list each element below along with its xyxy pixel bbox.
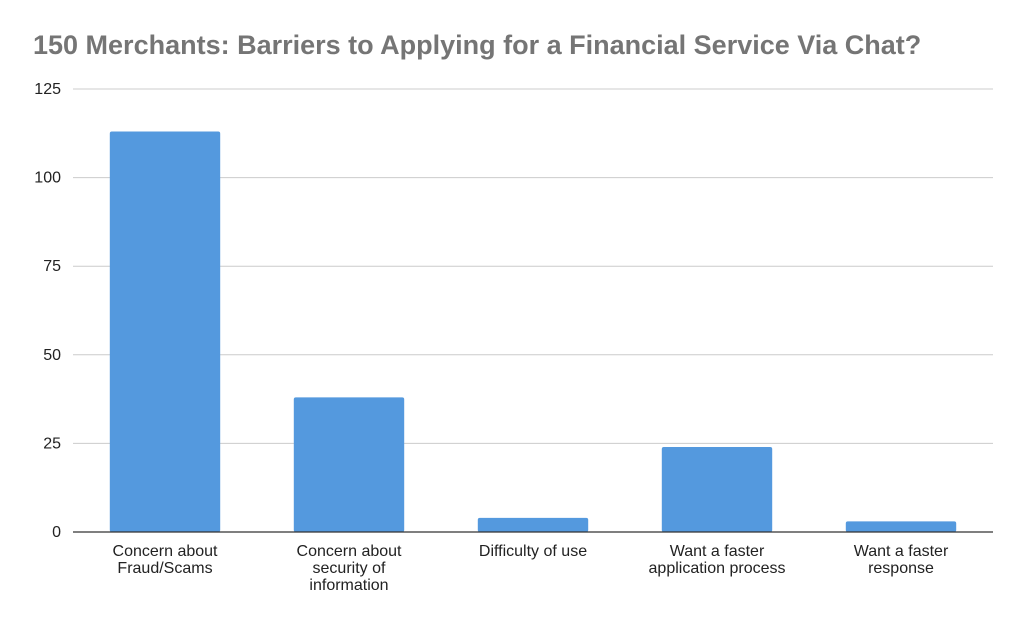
x-category-label-1: Concern about Fraud/Scams bbox=[113, 543, 219, 577]
bar-2 bbox=[293, 397, 405, 532]
y-tick-label-50: 50 bbox=[43, 347, 61, 364]
y-tick-label-125: 125 bbox=[34, 81, 61, 98]
gridlines bbox=[73, 88, 993, 444]
x-category-label-2: Concern about security of information bbox=[297, 543, 403, 594]
y-tick-label-25: 25 bbox=[43, 435, 61, 452]
chart-title: 150 Merchants: Barriers to Applying for … bbox=[33, 30, 922, 60]
bars bbox=[109, 131, 957, 532]
bar-5 bbox=[845, 521, 957, 532]
x-category-label-3: Difficulty of use bbox=[479, 543, 587, 560]
bar-4 bbox=[661, 446, 773, 532]
y-tick-label-100: 100 bbox=[34, 170, 61, 187]
y-tick-label-0: 0 bbox=[52, 524, 61, 541]
y-axis-tick-labels: 0 25 50 75 100 125 bbox=[34, 81, 61, 541]
x-axis-category-labels: Concern about Fraud/Scams Concern about sec… bbox=[113, 543, 949, 594]
x-category-label-5: Want a faster response bbox=[854, 543, 949, 577]
x-category-label-4: Want a faster application process bbox=[649, 543, 786, 577]
bar-3 bbox=[477, 517, 589, 532]
y-tick-label-75: 75 bbox=[43, 258, 61, 275]
bar-1 bbox=[109, 131, 221, 532]
